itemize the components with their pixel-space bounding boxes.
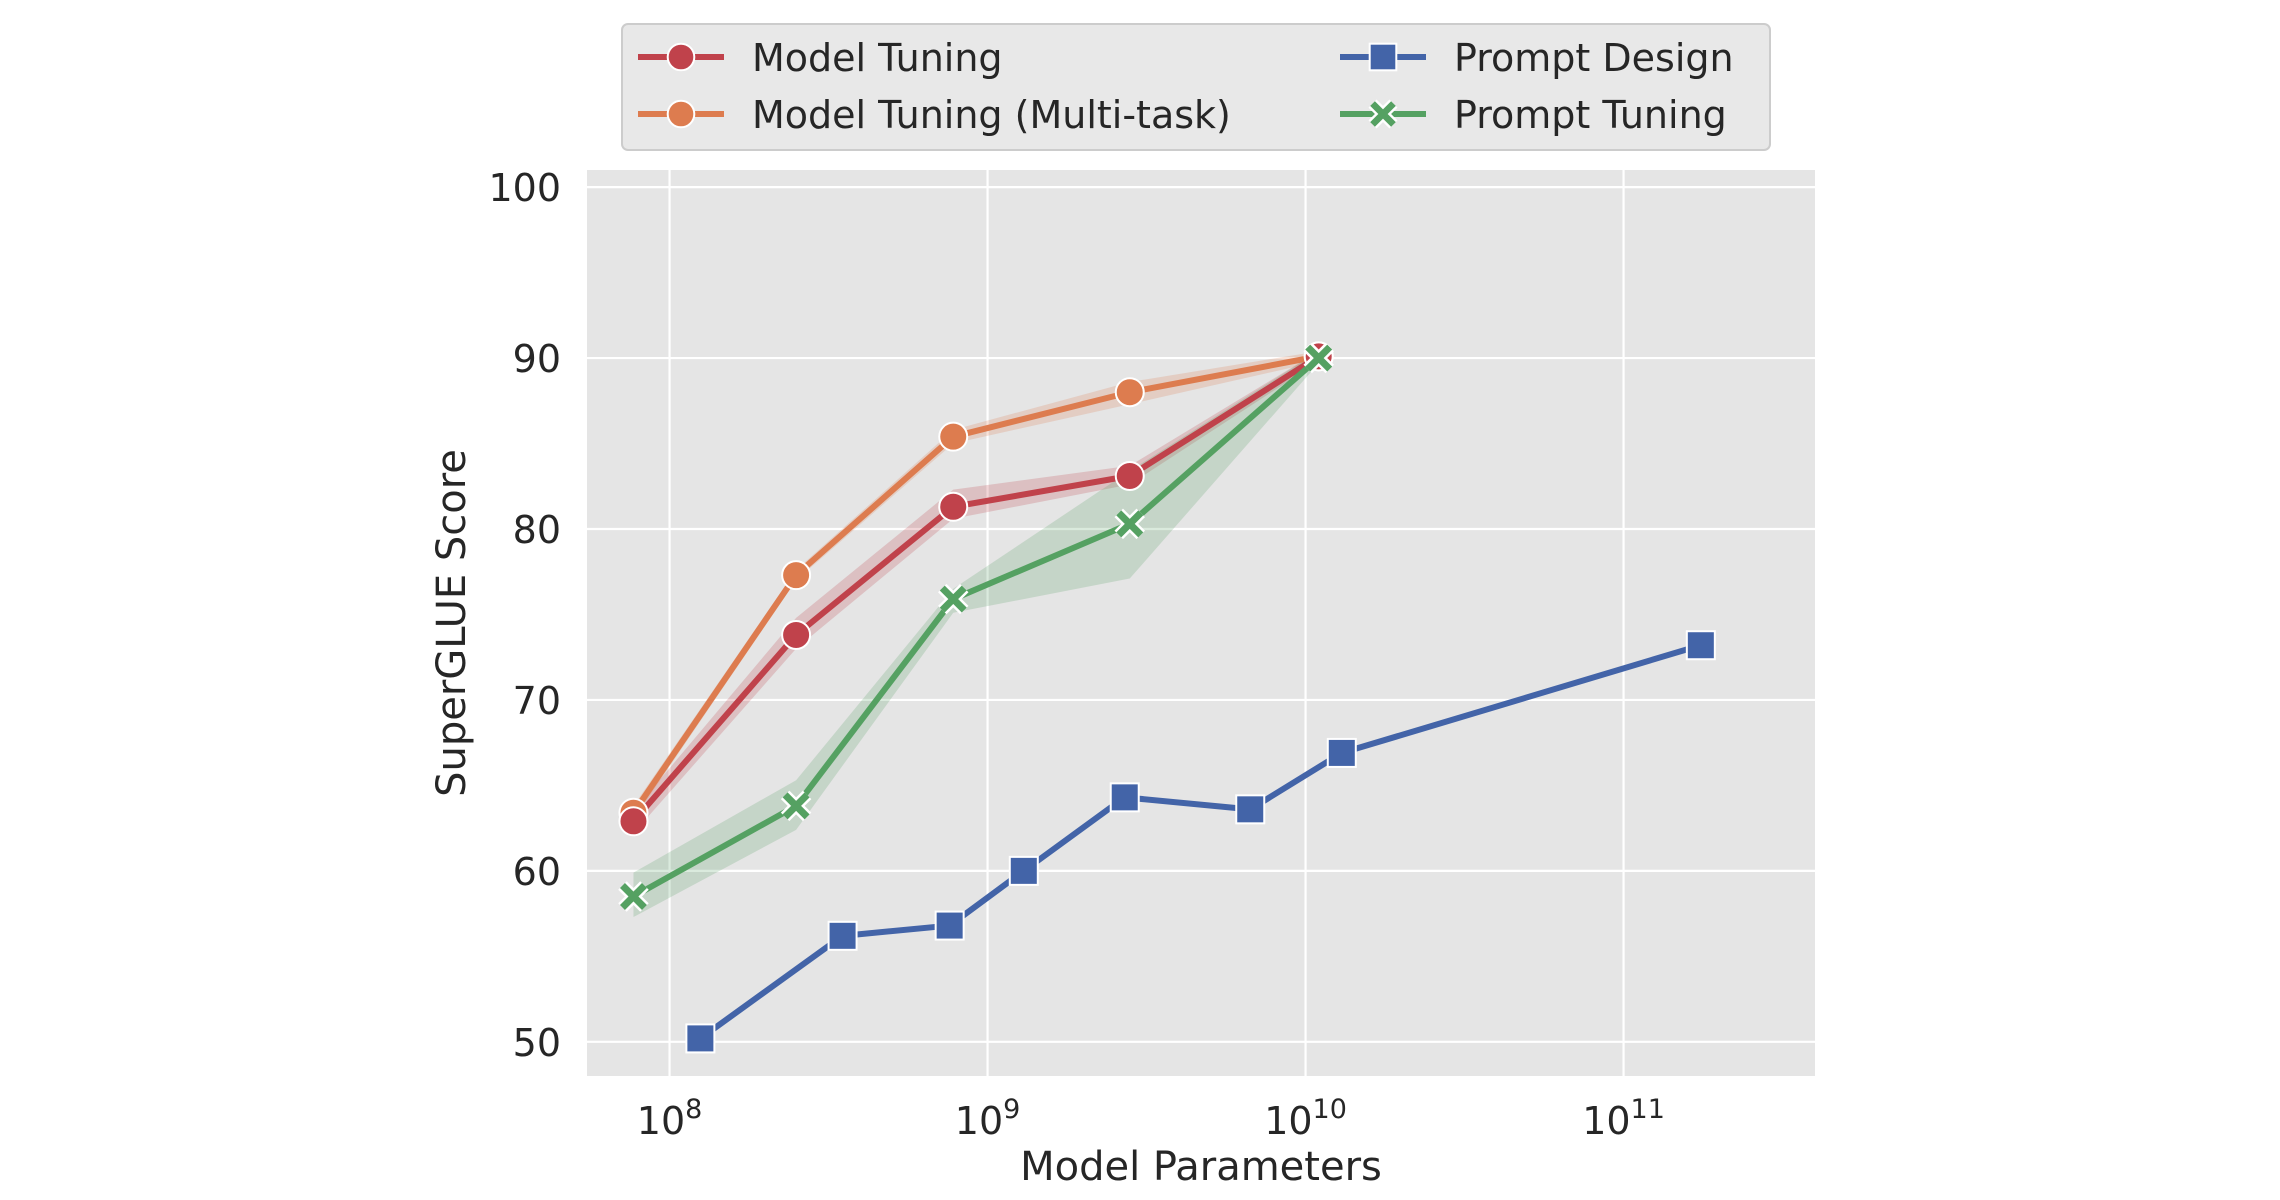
prompt-design-point	[1008, 855, 1039, 886]
x-tick-label: 1011	[1582, 1094, 1665, 1143]
legend-item-model-tuning-multi-task: Model Tuning (Multi-task)	[638, 93, 1231, 137]
model-tuning-point	[1114, 460, 1145, 491]
legend-marker	[666, 42, 696, 72]
x-axis-label: Model Parameters	[1020, 1144, 1382, 1190]
series-markers	[618, 341, 1716, 1054]
prompt-tuning-point	[618, 881, 649, 912]
prompt-tuning-point	[1303, 342, 1334, 374]
y-axis-label: SuperGLUE Score	[429, 449, 475, 797]
prompt-design-line	[698, 642, 1702, 1041]
x-tick-label: 108	[637, 1094, 703, 1143]
model-tuning-multi-task-point	[1114, 377, 1145, 408]
y-tick-label: 60	[513, 850, 561, 894]
x-tick-label: 109	[955, 1094, 1021, 1143]
prompt-design-point	[685, 1023, 716, 1054]
confidence-bands	[633, 351, 1319, 918]
legend: Model Tuning Model Tuning (Multi-task) Pro…	[621, 23, 1771, 151]
prompt-design-point	[934, 910, 965, 941]
prompt-design-point	[827, 920, 858, 951]
y-tick-label: 80	[513, 508, 561, 552]
legend-label: Prompt Tuning	[1454, 93, 1727, 137]
legend-marker	[1368, 42, 1398, 72]
prompt-tuning-point	[1114, 508, 1145, 540]
gridlines	[587, 170, 1815, 1076]
model-tuning-multi-task-point	[938, 421, 969, 452]
y-tick-label: 70	[513, 679, 561, 723]
prompt-design-point	[1109, 782, 1140, 813]
prompt-tuning-point	[780, 790, 812, 822]
x-tick-label: 1010	[1264, 1094, 1347, 1143]
y-tick-label: 100	[488, 166, 561, 210]
plot-area	[587, 170, 1815, 1076]
legend-item-prompt-tuning: Prompt Tuning	[1340, 93, 1727, 137]
y-tick-label: 50	[513, 1021, 561, 1065]
legend-item-prompt-design: Prompt Design	[1340, 36, 1734, 80]
prompt-tuning-band	[633, 351, 1319, 918]
model-tuning-multi-task-point	[781, 560, 812, 591]
prompt-tuning-point	[938, 583, 969, 615]
x-tick-labels: 108 109 1010 1011	[637, 1094, 1665, 1143]
legend-box	[621, 23, 1771, 151]
legend-item-model-tuning: Model Tuning	[638, 36, 1003, 80]
model-tuning-point	[781, 619, 812, 650]
legend-marker	[1368, 99, 1398, 129]
legend-label: Model Tuning	[752, 36, 1003, 80]
prompt-design-point	[1235, 794, 1266, 825]
legend-marker	[666, 99, 696, 129]
legend-label: Prompt Design	[1454, 36, 1734, 80]
legend-label: Model Tuning (Multi-task)	[752, 93, 1231, 137]
prompt-design-point	[1685, 630, 1716, 661]
model-tuning-point	[938, 491, 969, 522]
model-tuning-band	[633, 351, 1319, 834]
prompt-design-point	[1326, 737, 1357, 768]
y-tick-labels: 50 60 70 80 90 100	[488, 166, 561, 1065]
y-tick-label: 90	[513, 337, 561, 381]
model-tuning-point	[618, 806, 649, 837]
